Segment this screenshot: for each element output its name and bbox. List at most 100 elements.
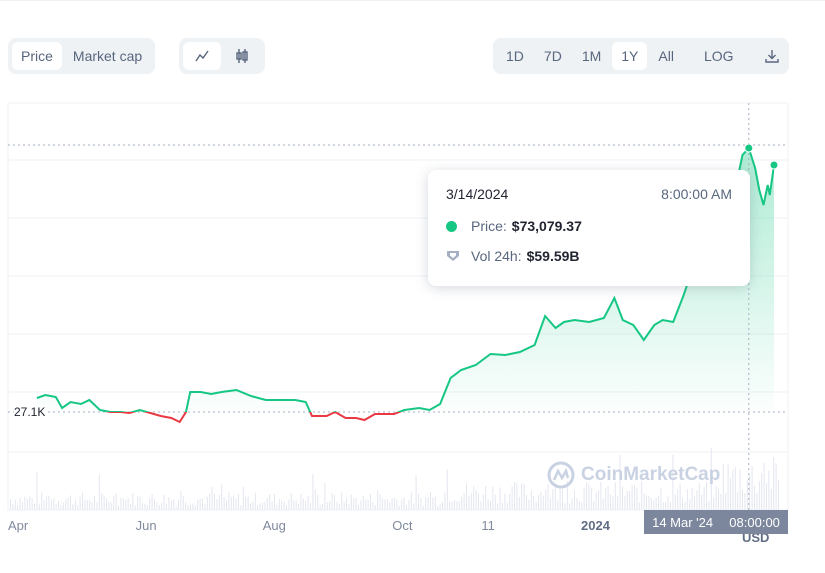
volume-bar: [648, 495, 650, 510]
volume-bar: [262, 502, 263, 510]
volume-bar: [646, 495, 647, 510]
volume-bar: [115, 492, 117, 510]
volume-bar: [247, 496, 249, 510]
range-selector: 1D 7D 1M 1Y All LOG: [493, 38, 789, 74]
volume-bar: [252, 501, 254, 510]
volume-bar: [350, 494, 352, 510]
range-1d[interactable]: 1D: [506, 48, 524, 64]
volume-bar: [305, 501, 307, 510]
volume-bar: [641, 481, 643, 510]
volume-bar: [586, 482, 587, 510]
top-divider: [0, 0, 825, 1]
volume-bar: [58, 501, 59, 510]
volume-bar: [108, 501, 110, 510]
candlestick-button[interactable]: [223, 42, 261, 70]
range-all[interactable]: All: [658, 48, 674, 64]
volume-bar: [334, 494, 335, 510]
volume-bar: [638, 502, 640, 510]
volume-bar: [238, 493, 239, 510]
volume-bar: [185, 502, 187, 510]
volume-bar: [269, 494, 271, 510]
volume-bar: [278, 499, 280, 510]
volume-bar: [739, 469, 741, 510]
chart-type-tabs: Price Market cap: [8, 38, 156, 74]
volume-bar: [257, 505, 259, 510]
volume-bar: [283, 501, 285, 510]
volume-bar: [478, 493, 479, 510]
range-1y[interactable]: 1Y: [612, 42, 648, 70]
volume-bar: [518, 496, 520, 510]
volume-bar: [326, 502, 328, 510]
volume-bar: [674, 494, 676, 510]
volume-bar: [552, 489, 554, 510]
range-7d[interactable]: 7D: [543, 48, 562, 64]
price-line-down: [105, 412, 402, 424]
crosshair-time: 08:00:00: [729, 514, 780, 530]
volume-bar: [370, 493, 371, 510]
volume-bar: [156, 502, 158, 510]
volume-bar: [703, 487, 705, 510]
volume-bar: [566, 481, 568, 510]
volume-bar: [526, 495, 527, 510]
volume-bar: [197, 499, 199, 510]
volume-bar: [271, 501, 273, 510]
volume-bar: [494, 494, 496, 510]
volume-bar: [571, 498, 573, 510]
volume-bar: [302, 498, 304, 510]
volume-bar: [134, 505, 136, 510]
volume-bar: [756, 493, 758, 510]
volume-bar: [629, 491, 631, 510]
tooltip-volume-value: $59.59B: [526, 248, 580, 264]
volume-bar: [662, 502, 664, 510]
volume-bar: [658, 495, 659, 510]
tooltip-volume-label: Vol 24h:: [471, 248, 522, 264]
volume-bar: [12, 504, 14, 510]
volume-bar: [367, 499, 369, 510]
volume-bar: [492, 486, 494, 510]
volume-bar: [406, 504, 407, 510]
volume-bar: [454, 500, 455, 510]
last-point: [769, 160, 779, 170]
volume-bar: [41, 492, 43, 510]
volume-bar: [122, 498, 124, 510]
volume-bar: [394, 497, 395, 510]
volume-bar: [768, 470, 770, 510]
volume-bar: [583, 487, 585, 510]
line-chart-button[interactable]: [183, 42, 221, 70]
volume-bar: [389, 502, 391, 510]
volume-bar: [194, 505, 196, 510]
volume-bar: [139, 496, 141, 510]
volume-bar: [91, 502, 93, 510]
volume-bar: [19, 497, 21, 510]
volume-bar: [533, 495, 535, 510]
volume-bar: [490, 501, 491, 510]
baseline-label: 27.1K: [14, 405, 46, 419]
volume-bar: [778, 480, 779, 510]
volume-bar: [653, 500, 655, 510]
volume-bar: [737, 492, 739, 510]
tab-market-cap[interactable]: Market cap: [72, 48, 143, 64]
volume-bar: [379, 494, 381, 510]
volume-bar: [578, 501, 580, 510]
volume-bar: [605, 488, 607, 510]
volume-bar: [444, 492, 446, 510]
volume-bar: [158, 505, 160, 510]
volume-bar: [775, 463, 777, 510]
log-button[interactable]: LOG: [703, 48, 734, 64]
volume-bar: [427, 497, 429, 510]
tab-price[interactable]: Price: [12, 42, 62, 70]
volume-bar: [422, 505, 424, 510]
volume-bar: [588, 483, 590, 510]
download-button[interactable]: [755, 42, 789, 70]
volume-bar: [182, 495, 184, 510]
volume-bar: [523, 484, 525, 510]
volume-bar: [274, 493, 275, 510]
volume-bar: [593, 500, 595, 510]
volume-bar: [341, 492, 343, 510]
volume-bar: [631, 485, 633, 510]
volume-bar: [144, 503, 146, 510]
volume-bar: [550, 498, 551, 510]
range-1m[interactable]: 1M: [581, 48, 602, 64]
volume-bar: [528, 499, 530, 510]
volume-bar: [211, 487, 213, 510]
